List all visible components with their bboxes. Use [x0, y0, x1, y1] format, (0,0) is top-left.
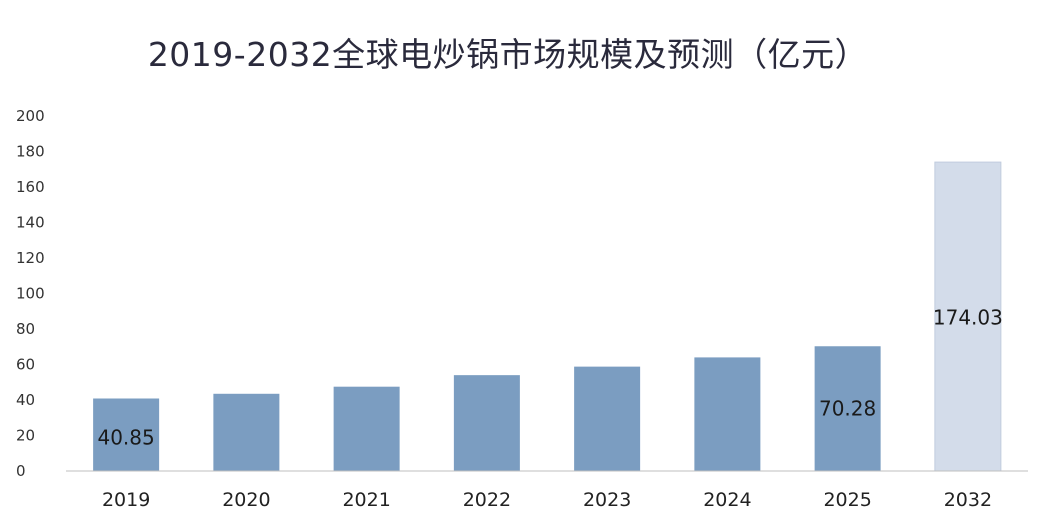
data-label-2025: 70.28 — [819, 396, 876, 420]
data-label-2019: 40.85 — [97, 425, 154, 449]
y-tick-label-8: 160 — [16, 178, 45, 196]
bar-2019 — [93, 398, 160, 471]
x-tick-label-2021: 2021 — [342, 489, 390, 511]
y-tick-label-9: 180 — [16, 143, 45, 161]
bar-2024 — [694, 357, 761, 471]
y-tick-label-5: 100 — [16, 285, 45, 303]
y-tick-label-6: 120 — [16, 249, 45, 267]
y-tick-label-0: 0 — [16, 462, 26, 480]
bar-2020 — [213, 393, 280, 471]
x-tick-label-2019: 2019 — [102, 489, 150, 511]
y-tick-label-3: 60 — [16, 356, 35, 374]
x-tick-label-2022: 2022 — [463, 489, 511, 511]
x-tick-label-2025: 2025 — [823, 489, 871, 511]
bar-2021 — [333, 386, 400, 471]
y-tick-label-7: 140 — [16, 214, 45, 232]
bar-2032 — [934, 161, 1002, 472]
y-tick-label-10: 200 — [16, 107, 45, 125]
x-tick-label-2020: 2020 — [222, 489, 270, 511]
data-label-2032: 174.03 — [933, 306, 1003, 330]
x-tick-label-2032: 2032 — [944, 489, 992, 511]
x-tick-label-2023: 2023 — [583, 489, 631, 511]
y-tick-label-4: 80 — [16, 320, 35, 338]
chart-title: 2019-2032全球电炒锅市场规模及预测（亿元） — [147, 35, 869, 74]
bar-2022 — [453, 375, 520, 471]
bar-2025 — [814, 346, 881, 471]
x-tick-label-2024: 2024 — [703, 489, 751, 511]
y-tick-label-2: 40 — [16, 391, 35, 409]
bar-2023 — [574, 366, 641, 471]
y-tick-label-1: 20 — [16, 427, 35, 445]
